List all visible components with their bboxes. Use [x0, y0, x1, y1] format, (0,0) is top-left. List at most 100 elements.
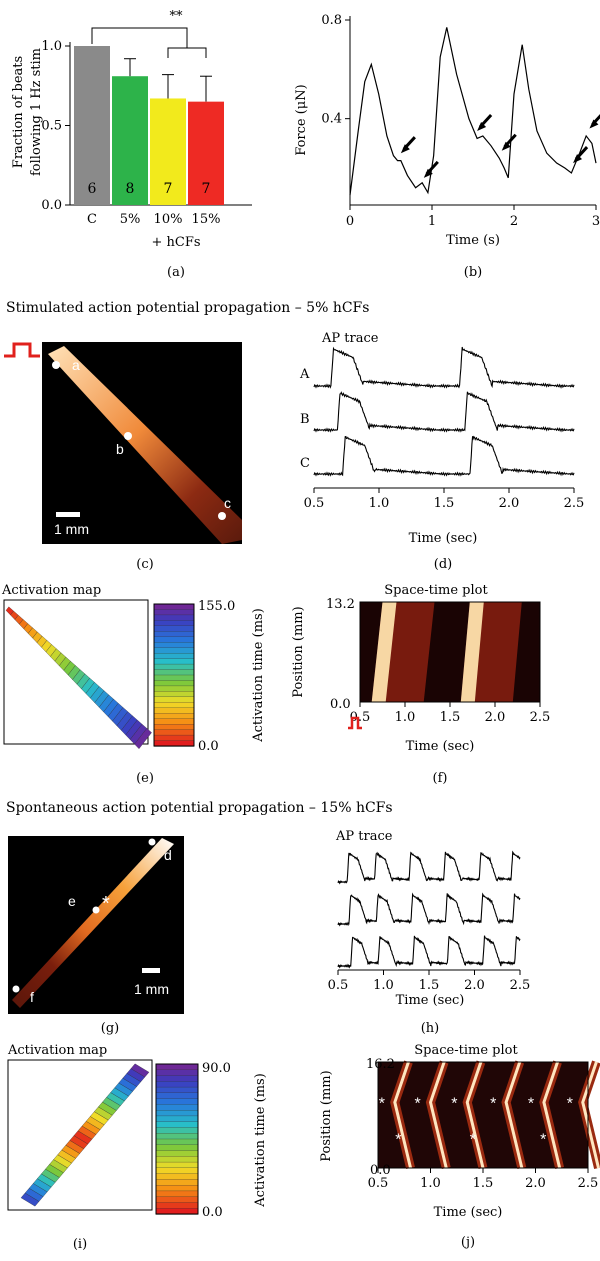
colorbar-segment — [155, 1081, 199, 1088]
colorbar-segment — [153, 702, 195, 709]
wave-front — [393, 1061, 413, 1169]
colorbar-segment — [155, 1138, 199, 1146]
panel-f-label: (f) — [433, 771, 448, 786]
panel-h-xlabel: Time (sec) — [396, 993, 465, 1008]
star-marker: * — [490, 1095, 496, 1112]
stimulus-icon — [4, 342, 40, 358]
star-marker: * — [379, 1095, 385, 1112]
bar-n-label: 7 — [164, 181, 173, 197]
colorbar-frame — [155, 1063, 199, 1215]
x-tick-label: 2.0 — [499, 496, 520, 511]
x-tick-label: 2 — [510, 214, 518, 229]
y-tick-label: 0.8 — [321, 13, 342, 28]
colorbar-segment — [155, 1075, 199, 1082]
panel-e-colorbar-label: Activation time (ms) — [251, 608, 266, 743]
panel-e-max: 155.0 — [198, 599, 235, 614]
panel-h-traces: AP trace 0.5 1.0 1.5 2.0 2.5 Time (sec) (h) — [328, 829, 531, 1036]
scale-label: 1 mm — [54, 521, 89, 537]
x-tick-label: 10% — [154, 212, 183, 227]
y-tick-label: 0.4 — [321, 112, 342, 127]
panel-c-map: a b c 1 mm (c) — [4, 342, 242, 572]
panel-f-title: Space-time plot — [384, 583, 488, 598]
colorbar-segment — [153, 642, 195, 649]
colorbar-segment — [155, 1069, 199, 1077]
y-tick-label: 0.5 — [41, 119, 62, 134]
panel-a-xsub: + hCFs — [151, 235, 200, 250]
panel-i-label: (i) — [73, 1237, 87, 1252]
colorbar-segment — [153, 696, 195, 703]
colorbar-segment — [155, 1190, 199, 1198]
colorbar-segment — [153, 713, 195, 720]
wave-front — [542, 1061, 562, 1169]
panel-j-label: (j) — [461, 1235, 475, 1250]
activation-band — [134, 728, 152, 750]
x-tick-label: 2.5 — [564, 496, 585, 511]
colorbar-segment — [153, 647, 195, 654]
x-tick-label: 0.5 — [350, 710, 371, 725]
star-marker: * — [102, 893, 110, 915]
panel-j-ymin: 0.0 — [370, 1163, 391, 1178]
colorbar-segment — [155, 1063, 199, 1071]
panel-d-title: AP trace — [321, 331, 379, 346]
site-e-label: e — [68, 893, 76, 909]
x-tick-label: 2.5 — [530, 710, 551, 725]
bar-n-label: 6 — [88, 181, 97, 197]
panel-b-ylabel: Force (μN) — [294, 84, 309, 155]
colorbar-segment — [155, 1167, 199, 1175]
ap-trace-C — [313, 435, 575, 477]
colorbar-segment — [155, 1115, 199, 1123]
arrow-icon — [589, 119, 599, 129]
colorbar-segment — [155, 1121, 199, 1129]
panel-b-chart: 0.4 0.8 0 1 2 3 Force (μN) Time (s) (b) — [294, 13, 600, 280]
site-f-label: f — [30, 989, 34, 1005]
colorbar-segment — [155, 1092, 199, 1100]
x-tick-label: 1.0 — [373, 978, 394, 993]
x-tick-label: 1 — [428, 214, 436, 229]
site-b-label: b — [116, 441, 124, 457]
y-tick-label: 1.0 — [41, 39, 62, 54]
colorbar-segment — [153, 625, 195, 632]
x-tick-label: 2.0 — [464, 978, 485, 993]
x-tick-label: 2.0 — [525, 1176, 546, 1191]
colorbar-frame — [153, 603, 195, 747]
colorbar-segment — [153, 718, 195, 725]
panel-e-min: 0.0 — [198, 739, 219, 754]
scale-bar — [56, 512, 80, 517]
x-tick-label: 2.5 — [510, 978, 531, 993]
colorbar-segment — [153, 680, 195, 687]
arrow-icon — [573, 154, 583, 164]
x-tick-label: 1.0 — [420, 1176, 441, 1191]
panel-f-ymax: 13.2 — [326, 597, 355, 612]
colorbar-segment — [153, 653, 195, 660]
star-marker: * — [470, 1132, 476, 1149]
ap-trace-f — [337, 935, 521, 969]
bar-C — [74, 46, 110, 205]
colorbar-segment — [155, 1110, 199, 1117]
panel-i-max: 90.0 — [202, 1061, 231, 1076]
colorbar-segment — [153, 729, 195, 736]
colorbar-segment — [155, 1150, 199, 1157]
bar-5% — [112, 76, 148, 206]
x-tick-label: 15% — [192, 212, 221, 227]
panel-e-title: Activation map — [1, 583, 101, 598]
ap-trace-d — [337, 850, 521, 885]
bar-15% — [188, 101, 224, 205]
wave-front — [371, 602, 397, 702]
colorbar-segment — [153, 691, 195, 698]
panel-g-map: * d e f 1 mm (g) — [8, 836, 184, 1036]
x-tick-label: 0.5 — [304, 496, 325, 511]
stimulus-icon — [348, 716, 362, 730]
colorbar-segment — [153, 603, 195, 611]
colorbar-segment — [153, 724, 195, 731]
panel-f-ymin: 0.0 — [330, 697, 351, 712]
panel-i-map: Activation map 90.0 0.0 Activation time … — [7, 1043, 268, 1252]
panel-a-label: (a) — [167, 265, 185, 280]
star-marker: * — [567, 1095, 573, 1112]
bar-n-label: 8 — [126, 181, 135, 197]
colorbar-segment — [155, 1202, 199, 1209]
arrow-icon — [400, 144, 410, 154]
ap-trace-A — [313, 346, 575, 389]
panel-a-ylabel-2: following 1 Hz stim — [29, 48, 44, 176]
colorbar-segment — [153, 609, 195, 616]
x-tick-label: 0 — [346, 214, 354, 229]
